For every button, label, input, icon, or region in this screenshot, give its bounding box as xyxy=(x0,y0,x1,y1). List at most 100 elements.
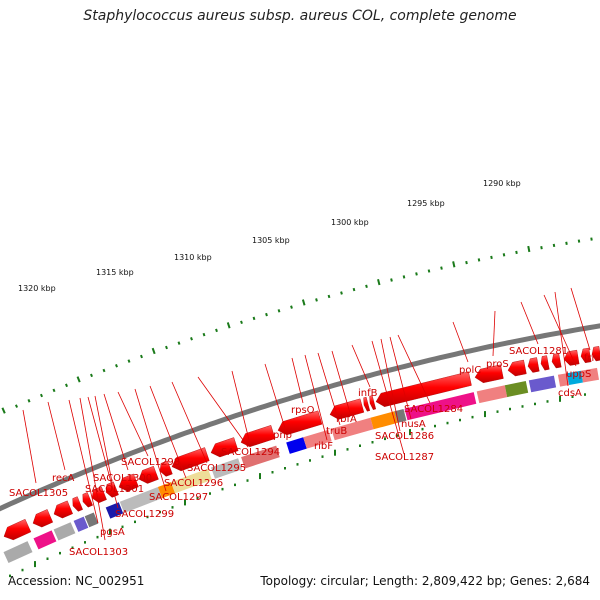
inner-tick xyxy=(346,448,349,451)
gene-label-sacol1294: SACOL1294 xyxy=(221,447,280,458)
label-line xyxy=(94,395,113,483)
label-line xyxy=(389,336,412,420)
scale-tick xyxy=(14,404,19,408)
inner-tick xyxy=(409,429,411,436)
map-title: Staphylococcus aureus subsp. aureus COL,… xyxy=(83,8,517,24)
inner-tick xyxy=(584,393,586,396)
gene-arrow xyxy=(363,396,371,412)
gene-label-sacol1298: SACOL1298 xyxy=(121,457,180,468)
label-line xyxy=(554,291,569,387)
label-line xyxy=(171,381,208,464)
scale-tick xyxy=(165,345,168,350)
scale-tick xyxy=(40,393,43,398)
scale-tick xyxy=(240,320,243,325)
cog-box xyxy=(528,375,557,393)
gene-label-rpso: rpsO xyxy=(291,405,315,416)
inner-tick xyxy=(321,455,324,458)
label-line xyxy=(149,385,187,479)
gene-label-reca: recA xyxy=(52,473,75,484)
gene-arrow xyxy=(72,496,83,512)
gene-arrow xyxy=(53,500,73,519)
gene-label-rbfa: rbfA xyxy=(336,414,357,425)
gene-label-sacol1303: SACOL1303 xyxy=(69,547,128,558)
cog-box xyxy=(170,468,212,494)
scale-tick xyxy=(1,407,6,414)
label-line xyxy=(317,352,341,426)
inner-tick xyxy=(184,499,186,506)
gene-label-upps: uppS xyxy=(566,369,591,380)
cog-box xyxy=(476,385,508,404)
inner-tick xyxy=(134,520,136,524)
gene-arrow xyxy=(527,357,540,373)
cog-box xyxy=(119,487,163,513)
gene-label-sacol1286: SACOL1286 xyxy=(375,431,434,442)
scale-tick xyxy=(452,261,456,268)
cog-box xyxy=(370,411,398,430)
scale-tick xyxy=(190,337,193,341)
gene-arrow xyxy=(32,509,54,528)
label-line xyxy=(264,363,286,429)
cog-box xyxy=(157,482,176,499)
cog-box xyxy=(331,417,374,441)
gene-label-pnp: pnp xyxy=(273,430,292,441)
gene-label-trub: truB xyxy=(326,426,347,437)
inner-tick xyxy=(159,510,161,514)
gene-label-sacol1281: SACOL1281 xyxy=(509,346,568,357)
label-line xyxy=(117,391,149,457)
cog-box xyxy=(404,392,477,421)
inner-tick xyxy=(371,441,374,444)
inner-tick xyxy=(209,492,211,495)
cog-box xyxy=(581,367,599,383)
scale-tick xyxy=(365,284,368,289)
gene-label-sacol1287: SACOL1287 xyxy=(375,452,434,463)
scale-tick xyxy=(540,246,543,250)
scale-tick xyxy=(527,245,531,253)
scale-tick xyxy=(76,376,81,383)
gene-label-sacol1296: SACOL1296 xyxy=(164,478,223,489)
label-line xyxy=(79,397,106,541)
cog-box xyxy=(53,522,76,541)
scale-tick xyxy=(577,239,581,243)
gene-label-infb: infB xyxy=(358,388,378,399)
gene-arrow xyxy=(563,349,580,366)
scale-label-1305: 1305 kbp xyxy=(252,236,290,245)
inner-tick xyxy=(309,459,311,462)
gene-labels xyxy=(22,287,591,541)
scale-tick xyxy=(151,347,156,355)
scale-tick xyxy=(315,298,318,302)
gene-arrow xyxy=(159,460,173,477)
scale-label-1315: 1315 kbp xyxy=(96,268,134,277)
inner-tick xyxy=(484,411,486,418)
inner-tick xyxy=(71,546,74,549)
gene-arrow xyxy=(277,410,323,436)
scale-tick xyxy=(565,241,568,245)
backbone-arc xyxy=(0,323,600,512)
gene-arrow xyxy=(82,492,93,508)
scale-tick xyxy=(252,316,256,321)
cog-box xyxy=(3,541,33,563)
inner-tick xyxy=(196,496,199,500)
scale-tick xyxy=(115,364,118,368)
scale-tick xyxy=(415,272,418,276)
label-line xyxy=(197,376,249,448)
scale-tick xyxy=(502,253,506,257)
inner-tick xyxy=(246,479,249,482)
cog-box xyxy=(504,381,529,398)
gene-label-sacol1300: SACOL1300 xyxy=(93,473,152,484)
inner-tick xyxy=(384,437,386,441)
gene-arrow xyxy=(105,481,119,498)
label-line xyxy=(351,344,371,388)
genome-backbone xyxy=(0,323,600,512)
scale-tick xyxy=(440,266,443,270)
label-line xyxy=(397,334,431,404)
cog-box xyxy=(33,530,57,550)
scale-tick xyxy=(340,291,343,295)
scale-tick xyxy=(552,243,556,248)
scale-tick xyxy=(265,312,268,317)
label-line xyxy=(570,287,591,351)
inner-tick xyxy=(296,463,299,466)
inner-tick xyxy=(46,557,49,560)
inner-tick xyxy=(521,405,524,408)
cog-box xyxy=(105,502,124,519)
inner-tick xyxy=(546,400,549,403)
